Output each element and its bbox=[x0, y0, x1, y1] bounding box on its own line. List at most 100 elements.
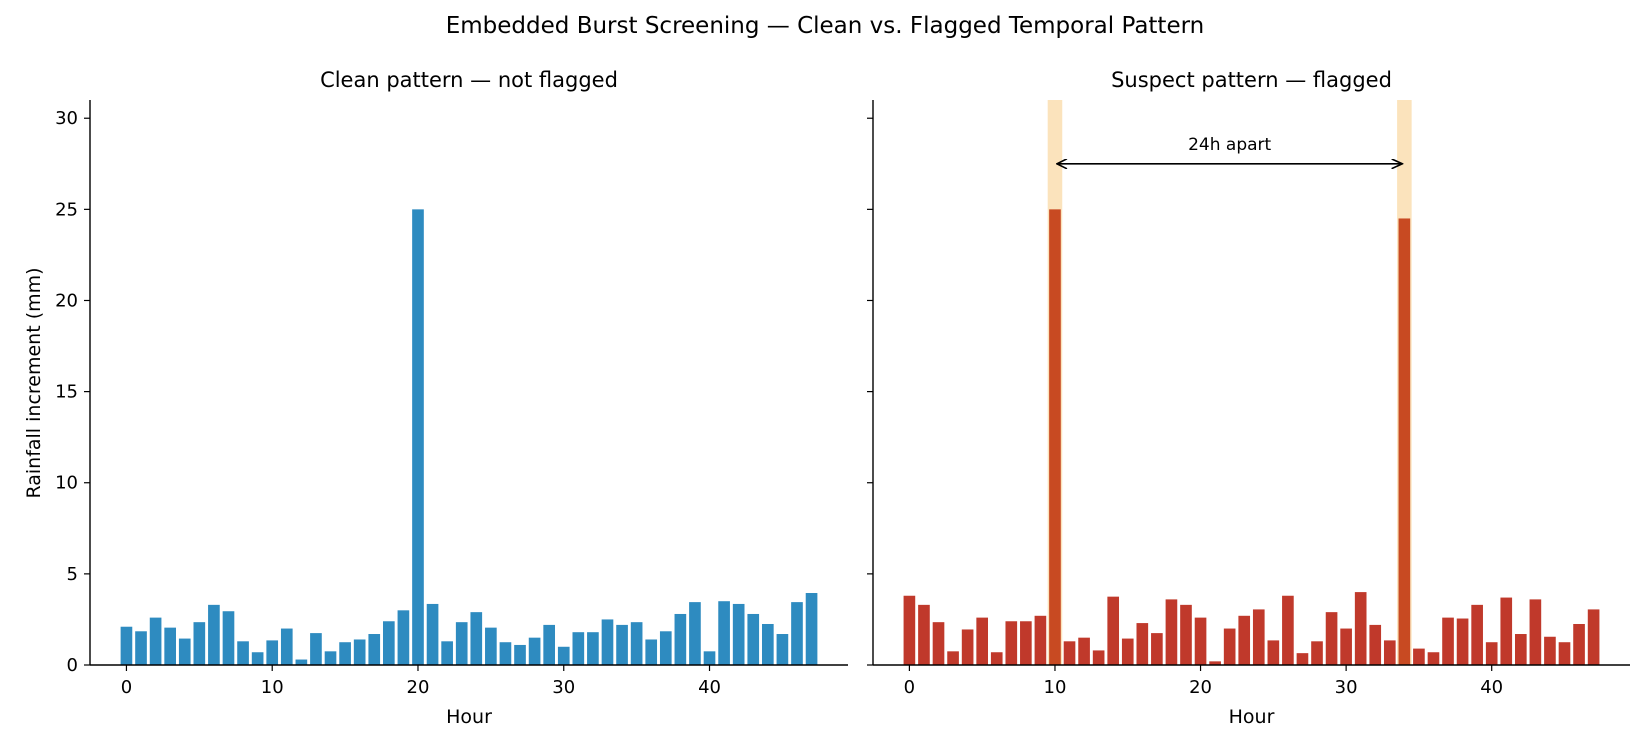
bar-hour-47 bbox=[805, 593, 818, 665]
bar-hour-12 bbox=[1078, 637, 1090, 665]
x-tick-label-40: 40 bbox=[698, 677, 721, 698]
bar-hour-35 bbox=[1413, 648, 1425, 665]
bar-hour-36 bbox=[645, 639, 658, 665]
bar-hour-42 bbox=[1514, 634, 1527, 665]
y-tick-label-30: 30 bbox=[55, 108, 78, 129]
bar-hour-13 bbox=[310, 633, 322, 665]
bar-hour-38 bbox=[1456, 618, 1469, 665]
bar-hour-9 bbox=[1034, 615, 1047, 665]
x-tick-label-10: 10 bbox=[1044, 677, 1067, 698]
bar-hour-25 bbox=[485, 627, 497, 665]
bar-hour-40 bbox=[1485, 642, 1498, 665]
bar-hour-17 bbox=[1151, 633, 1163, 665]
bar-hour-44 bbox=[761, 623, 774, 665]
bar-hour-20 bbox=[412, 209, 424, 665]
bar-hour-3 bbox=[947, 651, 959, 665]
x-tick-label-20: 20 bbox=[1189, 677, 1212, 698]
bar-hour-18 bbox=[1165, 599, 1178, 665]
bar-hour-29 bbox=[1325, 612, 1338, 665]
bar-hour-43 bbox=[747, 613, 760, 665]
bar-hour-32 bbox=[1369, 624, 1382, 665]
x-tick-label-30: 30 bbox=[1335, 677, 1358, 698]
bar-hour-5 bbox=[976, 617, 989, 665]
bar-hour-8 bbox=[1020, 621, 1032, 665]
bar-hour-28 bbox=[528, 637, 541, 665]
panel-title: Suspect pattern — flagged bbox=[1111, 68, 1392, 92]
panel-title: Clean pattern — not flagged bbox=[320, 68, 618, 92]
y-tick-label-10: 10 bbox=[55, 473, 78, 494]
bar-hour-22 bbox=[441, 641, 453, 665]
x-axis-label: Hour bbox=[1229, 706, 1275, 728]
bar-hour-45 bbox=[1558, 642, 1571, 665]
clean-pattern-panel: 0 10 20 30 40 0 5 10 15 20 25 30 Clean pattern — not… bbox=[55, 68, 848, 728]
bar-hour-47 bbox=[1587, 609, 1600, 665]
bar-hour-0 bbox=[903, 595, 916, 665]
y-tick-label-5: 5 bbox=[67, 564, 78, 585]
bar-hour-25 bbox=[1267, 640, 1280, 665]
bar-hour-32 bbox=[587, 632, 599, 665]
bar-hour-37 bbox=[659, 631, 672, 665]
bar-hour-14 bbox=[1107, 596, 1120, 665]
bar-hour-10 bbox=[266, 640, 279, 665]
bar-hour-10 bbox=[1049, 209, 1061, 665]
bar-hour-27 bbox=[514, 644, 526, 665]
bar-hour-1 bbox=[135, 631, 147, 665]
bar-hour-8 bbox=[237, 641, 249, 665]
bar-hour-12 bbox=[295, 659, 308, 665]
bar-hour-15 bbox=[1121, 638, 1134, 665]
bar-hour-2 bbox=[932, 622, 945, 665]
bar-hour-31 bbox=[1354, 592, 1367, 665]
bar-hour-41 bbox=[718, 601, 730, 665]
bar-hour-7 bbox=[222, 611, 235, 665]
bar-hour-41 bbox=[1500, 597, 1513, 665]
bar-hour-23 bbox=[455, 622, 468, 665]
bar-hour-31 bbox=[572, 632, 585, 665]
suspect-pattern-panel: 0 10 20 30 40 Suspect pattern — flagged Hour 24… bbox=[867, 68, 1630, 728]
bar-hour-21 bbox=[1209, 661, 1221, 665]
x-tick-label-10: 10 bbox=[261, 677, 284, 698]
bar-hour-16 bbox=[353, 639, 366, 665]
y-tick-label-0: 0 bbox=[67, 655, 78, 676]
bar-hour-4 bbox=[961, 629, 974, 665]
x-axis-label: Hour bbox=[446, 706, 492, 728]
bar-hour-30 bbox=[557, 646, 570, 665]
bar-hour-37 bbox=[1442, 617, 1454, 665]
bar-hour-11 bbox=[1063, 641, 1076, 665]
bar-hour-36 bbox=[1427, 652, 1440, 665]
bar-hour-38 bbox=[674, 613, 687, 665]
bar-hour-35 bbox=[630, 622, 643, 665]
bar-hour-14 bbox=[324, 651, 337, 665]
bar-hour-19 bbox=[397, 610, 410, 665]
bar-hour-18 bbox=[382, 621, 395, 665]
bar-hour-27 bbox=[1296, 653, 1309, 665]
x-tick-label-30: 30 bbox=[552, 677, 575, 698]
bar-hour-33 bbox=[1383, 640, 1396, 665]
bar-hour-46 bbox=[1573, 623, 1585, 665]
bar-hour-2 bbox=[149, 617, 162, 665]
bar-hour-17 bbox=[368, 634, 381, 665]
bar-hour-42 bbox=[732, 603, 745, 665]
bar-hour-40 bbox=[703, 651, 716, 665]
y-tick-label-15: 15 bbox=[55, 382, 78, 403]
bar-hour-4 bbox=[178, 638, 191, 665]
bar-hour-29 bbox=[543, 624, 556, 665]
bar-hour-34 bbox=[616, 624, 628, 665]
bar-hour-39 bbox=[689, 602, 701, 665]
bar-hour-24 bbox=[470, 612, 483, 665]
bar-hour-0 bbox=[120, 626, 133, 665]
bar-hour-6 bbox=[990, 652, 1003, 665]
bar-hour-20 bbox=[1194, 617, 1207, 665]
bar-hour-7 bbox=[1005, 621, 1018, 665]
bar-hour-39 bbox=[1471, 604, 1483, 665]
x-tick-label-40: 40 bbox=[1480, 677, 1503, 698]
bar-hour-33 bbox=[601, 619, 614, 665]
bar-hour-13 bbox=[1092, 650, 1105, 665]
bar-hour-6 bbox=[208, 604, 220, 665]
x-tick-label-0: 0 bbox=[904, 677, 915, 698]
bar-hour-15 bbox=[339, 642, 351, 665]
bar-hour-23 bbox=[1238, 615, 1251, 665]
y-axis-label: Rainfall increment (mm) bbox=[23, 267, 45, 498]
bar-hour-1 bbox=[918, 604, 930, 665]
bar-hour-24 bbox=[1252, 609, 1265, 665]
bar-hour-19 bbox=[1180, 604, 1192, 665]
